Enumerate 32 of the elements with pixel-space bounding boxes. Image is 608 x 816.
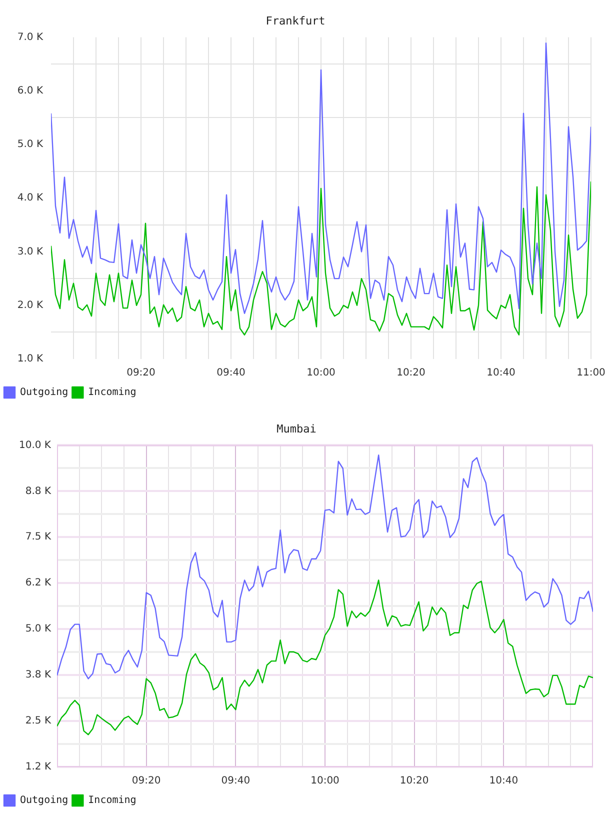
y-tick-label: 7.0 K xyxy=(17,32,44,43)
y-tick-label: 5.0 K xyxy=(25,624,52,635)
chart-title: Frankfurt xyxy=(266,14,326,28)
legend-label: Outgoing xyxy=(20,795,68,806)
x-tick-label: 09:40 xyxy=(216,368,246,379)
y-tick-label: 6.0 K xyxy=(17,85,44,96)
x-tick-label: 09:40 xyxy=(221,776,250,787)
x-tick-label: 10:20 xyxy=(396,368,426,379)
x-tick-label: 09:20 xyxy=(132,776,161,787)
x-tick-label: 10:00 xyxy=(306,368,336,379)
x-tick-label: 10:20 xyxy=(400,776,429,787)
y-tick-label: 5.0 K xyxy=(17,139,44,150)
x-tick-label: 10:40 xyxy=(489,776,518,787)
chart-title: Mumbai xyxy=(276,422,316,436)
legend-label: Incoming xyxy=(88,387,136,398)
y-tick-label: 4.0 K xyxy=(17,192,44,204)
x-tick-label: 09:20 xyxy=(126,368,156,379)
y-tick-label: 2.5 K xyxy=(25,716,52,727)
y-tick-label: 2.0 K xyxy=(17,300,44,311)
x-tick-label: 11:00 xyxy=(576,368,606,379)
y-tick-label: 6.2 K xyxy=(25,578,52,589)
legend-label: Incoming xyxy=(88,795,136,806)
y-tick-label: 8.8 K xyxy=(25,486,52,497)
x-tick-label: 10:00 xyxy=(310,776,340,787)
x-tick-label: 10:40 xyxy=(486,368,516,379)
y-tick-label: 3.0 K xyxy=(17,246,44,258)
y-tick-label: 7.5 K xyxy=(25,532,52,543)
y-tick-label: 1.2 K xyxy=(25,762,52,773)
y-tick-label: 1.0 K xyxy=(17,354,44,365)
legend-label: Outgoing xyxy=(20,387,68,398)
y-tick-label: 10.0 K xyxy=(18,440,52,451)
y-tick-label: 3.8 K xyxy=(25,670,52,681)
